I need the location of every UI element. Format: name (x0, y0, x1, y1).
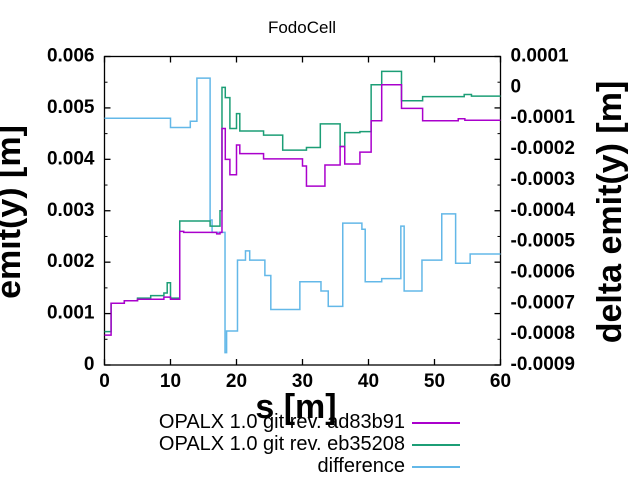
svg-text:-0.0008: -0.0008 (511, 323, 575, 344)
svg-text:0.0001: 0.0001 (511, 46, 570, 67)
svg-text:20: 20 (226, 371, 247, 392)
svg-text:-0.0005: -0.0005 (511, 231, 576, 252)
svg-text:0: 0 (511, 76, 522, 97)
svg-text:0.005: 0.005 (47, 97, 95, 118)
svg-text:40: 40 (358, 371, 379, 392)
svg-text:-0.0003: -0.0003 (511, 169, 575, 190)
svg-text:0: 0 (84, 354, 95, 375)
svg-text:0.002: 0.002 (47, 251, 95, 272)
svg-text:-0.0007: -0.0007 (511, 292, 575, 313)
svg-text:60: 60 (490, 371, 511, 392)
svg-text:delta emit(y) [m]: delta emit(y) [m] (591, 81, 629, 344)
svg-text:0: 0 (99, 371, 110, 392)
svg-text:0.004: 0.004 (47, 148, 95, 169)
svg-text:OPALX 1.0 git rev. eb35208: OPALX 1.0 git rev. eb35208 (159, 433, 405, 455)
svg-text:-0.0009: -0.0009 (511, 354, 575, 375)
svg-text:-0.0004: -0.0004 (511, 200, 576, 221)
svg-text:50: 50 (424, 371, 445, 392)
svg-text:0.001: 0.001 (47, 303, 95, 324)
svg-text:0.003: 0.003 (47, 200, 95, 221)
svg-text:OPALX 1.0 git rev. ad83b91: OPALX 1.0 git rev. ad83b91 (159, 411, 405, 433)
svg-text:0.006: 0.006 (47, 46, 95, 67)
svg-text:difference: difference (318, 455, 405, 477)
svg-text:emit(y) [m]: emit(y) [m] (0, 125, 28, 299)
svg-text:-0.0006: -0.0006 (511, 261, 575, 282)
svg-text:10: 10 (160, 371, 181, 392)
svg-text:-0.0001: -0.0001 (511, 107, 576, 128)
svg-text:FodoCell: FodoCell (268, 18, 336, 37)
svg-text:-0.0002: -0.0002 (511, 138, 575, 159)
